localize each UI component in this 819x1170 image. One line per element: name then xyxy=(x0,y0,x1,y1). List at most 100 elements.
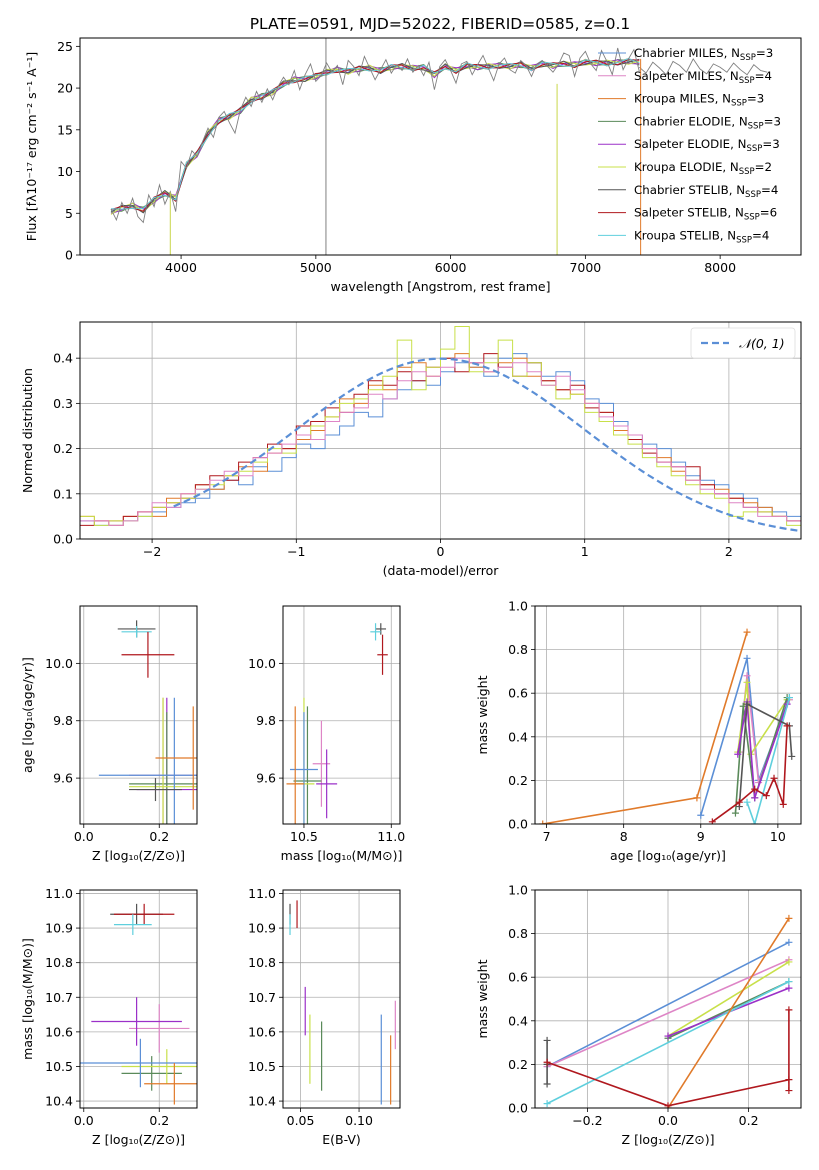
legend-label: Chabrier MILES, NSSP=3 xyxy=(634,46,773,63)
x-tick-label: 0.0 xyxy=(74,1113,94,1128)
plot-area xyxy=(543,914,793,1108)
weight-line xyxy=(746,697,791,824)
plus-marker xyxy=(743,672,751,680)
y-tick-label: 10.5 xyxy=(248,1059,276,1074)
plus-marker xyxy=(543,1080,551,1088)
errorbar-point xyxy=(80,1038,197,1088)
plot-area xyxy=(539,628,796,824)
x-tick-label: 5000 xyxy=(300,260,332,275)
weight-line xyxy=(737,701,788,799)
errorbar-point xyxy=(121,1056,182,1091)
x-tick-label: 7000 xyxy=(569,260,601,275)
y-tick-label: 10.5 xyxy=(45,1059,73,1074)
y-tick-label: 10.0 xyxy=(248,656,276,671)
x-tick-label: 0.0 xyxy=(74,829,94,844)
y-tick-label: 0.1 xyxy=(53,486,73,501)
y-axis-label: mass [log₁₀(M/M⊙)] xyxy=(20,938,35,1060)
plot-area xyxy=(289,900,396,1105)
x-axis-label: mass [log₁₀(M/M⊙)] xyxy=(281,848,403,863)
plus-marker xyxy=(743,700,751,708)
legend-label: Salpeter STELIB, NSSP=6 xyxy=(634,206,777,223)
legend-label: Salpeter ELODIE, NSSP=3 xyxy=(634,137,780,154)
legend-subscript: SSP xyxy=(746,144,762,154)
legend-label: Kroupa STELIB, NSSP=4 xyxy=(634,228,769,245)
legend-label: 𝒩(0, 1) xyxy=(739,336,785,351)
plus-marker xyxy=(539,820,547,824)
plus-marker xyxy=(751,785,759,793)
y-axis-label: age [log₁₀(age/yr)] xyxy=(20,657,35,773)
plus-marker xyxy=(743,678,751,686)
x-tick-label: 1 xyxy=(581,544,589,559)
plot-area xyxy=(286,623,388,824)
x-tick-label: 0.2 xyxy=(739,1113,759,1128)
model-line xyxy=(110,59,640,215)
x-tick-label: 10 xyxy=(770,829,786,844)
x-tick-label: 4000 xyxy=(165,260,197,275)
model-line xyxy=(110,57,640,210)
histogram-step xyxy=(80,357,801,526)
axes-frame xyxy=(534,889,802,1109)
plus-marker xyxy=(743,798,751,806)
y-tick-label: 10.4 xyxy=(45,1094,73,1109)
errorbar-point xyxy=(121,1049,197,1084)
legend-suffix: =4 xyxy=(752,228,769,242)
x-tick-label: 8 xyxy=(620,829,628,844)
x-tick-label: 7 xyxy=(543,829,551,844)
legend-subscript: SSP xyxy=(736,235,752,245)
x-tick-label: 8000 xyxy=(704,260,736,275)
panel-age-vs-mass: 10.5 11.0 9.6 9.8 10.0 mass [log₁₀(M/M⊙)] xyxy=(248,605,405,863)
panel-spectrum: 4000 5000 6000 7000 8000 0 5 10 15 20 25 wavelength… xyxy=(24,37,802,294)
plus-marker xyxy=(785,984,793,992)
errorbar-point xyxy=(113,903,175,925)
data-spectrum-line xyxy=(110,47,640,224)
y-tick-label: 9.8 xyxy=(256,713,276,728)
plus-marker xyxy=(751,794,759,802)
legend-suffix: =3 xyxy=(764,114,781,128)
y-tick-label: 1.0 xyxy=(508,883,528,898)
legend-suffix: =3 xyxy=(762,137,779,151)
data-spectrum-tail xyxy=(639,58,768,76)
x-tick-label: 0 xyxy=(437,544,445,559)
y-tick-label: 10.0 xyxy=(45,656,73,671)
plus-marker xyxy=(734,750,742,758)
errorbar-point xyxy=(98,697,197,824)
y-tick-label: 9.6 xyxy=(256,771,276,786)
legend-suffix: =3 xyxy=(747,92,764,106)
plus-marker xyxy=(697,811,705,819)
plot-area xyxy=(98,620,197,824)
model-line xyxy=(110,58,640,214)
y-tick-label: 5 xyxy=(65,206,73,221)
y-tick-label: 10.8 xyxy=(248,955,276,970)
x-tick-label: 6000 xyxy=(435,260,467,275)
y-tick-label: 10.7 xyxy=(248,990,276,1005)
plus-marker xyxy=(783,722,791,730)
x-axis-label: Z [log₁₀(Z/Z⊙)] xyxy=(92,848,185,863)
legend-subscript: SSP xyxy=(740,53,756,63)
weight-line xyxy=(667,917,790,1108)
model-line xyxy=(110,59,640,215)
errorbar-point xyxy=(129,697,197,824)
plus-marker xyxy=(788,752,796,760)
legend-label: Kroupa ELODIE, NSSP=2 xyxy=(634,160,772,177)
model-line xyxy=(110,59,640,212)
axes-frame xyxy=(534,605,802,825)
y-tick-label: 0.4 xyxy=(53,351,73,366)
weight-line xyxy=(738,702,793,807)
errorbar-point xyxy=(91,997,182,1046)
x-tick-label: 0.2 xyxy=(149,829,169,844)
y-tick-label: 10.6 xyxy=(45,1024,73,1039)
axes-frame xyxy=(79,37,802,256)
x-tick-label: 10.5 xyxy=(290,829,318,844)
legend-subscript: SSP xyxy=(739,76,755,86)
errorbar-point xyxy=(144,1063,197,1105)
x-tick-label: 0.05 xyxy=(287,1113,315,1128)
y-tick-label: 0.3 xyxy=(53,396,73,411)
weight-line xyxy=(667,961,790,1037)
plus-marker xyxy=(543,1058,551,1066)
weight-line xyxy=(546,959,790,1068)
y-tick-label: 10.9 xyxy=(45,921,73,936)
legend-label: Salpeter MILES, NSSP=4 xyxy=(634,69,772,86)
axes-frame xyxy=(79,605,198,825)
y-axis-label: Normed distribution xyxy=(20,368,35,493)
panel-mass-vs-Z: 0.0 0.2 10.4 10.5 10.6 10.7 10.8 10.9 11.0 Z [log… xyxy=(20,886,198,1147)
